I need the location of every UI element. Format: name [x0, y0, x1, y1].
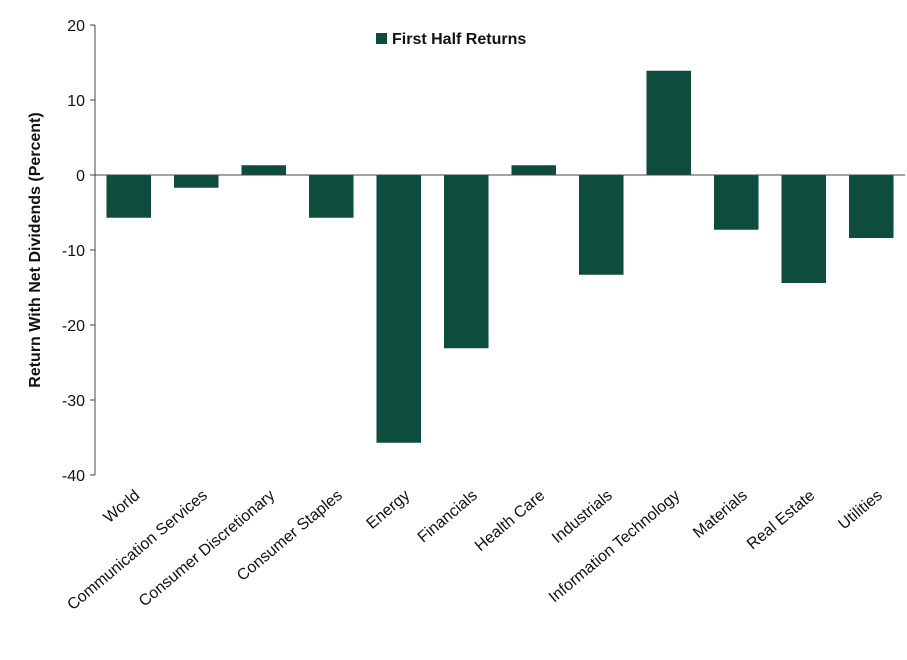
- bar: [646, 70, 692, 175]
- y-tick-label: -20: [62, 318, 85, 335]
- y-tick-label: 20: [67, 18, 85, 35]
- bar: [713, 175, 759, 230]
- y-tick-label: -10: [62, 243, 85, 260]
- y-tick-label: -40: [62, 468, 85, 485]
- bar: [173, 175, 219, 188]
- bar: [848, 175, 894, 238]
- y-axis-label: Return With Net Dividends (Percent): [27, 112, 44, 387]
- bar: [511, 165, 557, 175]
- bar: [781, 175, 827, 283]
- bar: [376, 175, 422, 443]
- bar: [241, 165, 287, 175]
- bar: [443, 175, 489, 349]
- y-tick-label: 0: [76, 168, 85, 185]
- y-tick-label: 10: [67, 93, 85, 110]
- legend-swatch: [376, 33, 387, 44]
- bar: [578, 175, 624, 275]
- bar: [308, 175, 354, 218]
- legend-label: First Half Returns: [392, 31, 526, 48]
- bar: [106, 175, 152, 218]
- y-tick-label: -30: [62, 393, 85, 410]
